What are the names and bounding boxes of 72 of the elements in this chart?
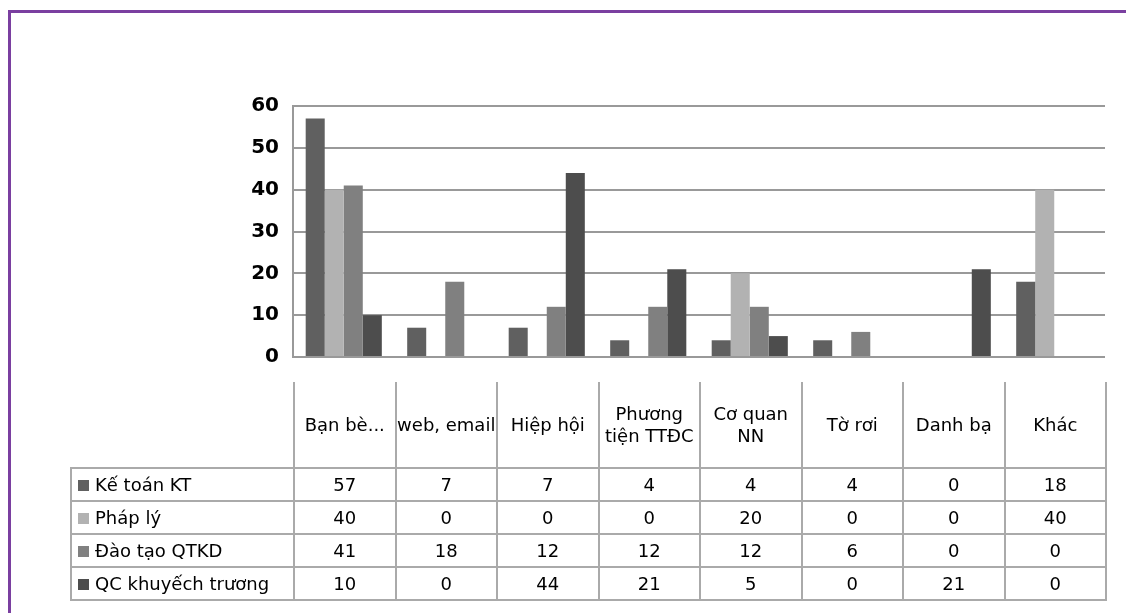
data-label: 18 [395, 534, 497, 567]
bar [565, 172, 585, 356]
legend-label: QC khuyếch trương [71, 567, 294, 600]
x-tick-label: Tờ rơi [801, 382, 903, 468]
y-tick-label: 50 [251, 134, 279, 159]
y-tick-label: 60 [251, 92, 279, 117]
data-label: 0 [801, 501, 903, 534]
data-label: 20 [700, 501, 802, 534]
data-label: 40 [1004, 501, 1106, 534]
data-label: 18 [1004, 468, 1106, 501]
data-label: 0 [395, 567, 497, 600]
data-label: 0 [497, 501, 599, 534]
data-label: 12 [497, 534, 599, 567]
bar [730, 273, 750, 356]
bar [305, 118, 325, 356]
y-tick-label: 0 [265, 343, 279, 368]
bar [749, 306, 769, 356]
x-tick-label: Bạn bè... [294, 382, 396, 468]
x-tick-label: Hiệp hội [497, 382, 599, 468]
bar [546, 306, 566, 356]
bar [343, 185, 363, 356]
data-label: 4 [700, 468, 802, 501]
x-tick-label: web, email [395, 382, 497, 468]
bar [445, 281, 465, 356]
bar [813, 340, 833, 356]
bar [648, 306, 668, 356]
x-tick-label: Phương tiện TTĐC [598, 382, 700, 468]
data-label: 4 [801, 468, 903, 501]
y-tick-label: 30 [251, 217, 279, 242]
bar [508, 327, 528, 356]
data-label: 0 [598, 501, 700, 534]
bar [1016, 281, 1036, 356]
bar [1035, 189, 1055, 356]
y-tick-label: 40 [251, 175, 279, 200]
x-tick-label: Cơ quan NN [700, 382, 802, 468]
bar [851, 331, 871, 356]
legend-label: Đào tạo QTKD [71, 534, 294, 567]
bar [768, 336, 788, 356]
data-label: 5 [700, 567, 802, 600]
data-label: 12 [700, 534, 802, 567]
legend-label: Pháp lý [71, 501, 294, 534]
data-label: 41 [294, 534, 396, 567]
data-label: 0 [801, 567, 903, 600]
data-label: 6 [801, 534, 903, 567]
data-label: 40 [294, 501, 396, 534]
legend-label: Kế toán KT [71, 468, 294, 501]
bar [711, 340, 731, 356]
bar [667, 269, 687, 356]
bar [362, 315, 382, 356]
data-label: 0 [903, 534, 1005, 567]
x-tick-label: Khác [1004, 382, 1106, 468]
bar [610, 340, 630, 356]
data-label: 0 [903, 468, 1005, 501]
data-label: 44 [497, 567, 599, 600]
x-tick-label: Danh bạ [903, 382, 1005, 468]
data-label: 57 [294, 468, 396, 501]
bar [971, 269, 991, 356]
data-label: 0 [395, 501, 497, 534]
data-label: 0 [1004, 567, 1106, 600]
data-label: 21 [598, 567, 700, 600]
data-label: 0 [903, 501, 1005, 534]
y-tick-label: 10 [251, 301, 279, 326]
data-label: 12 [598, 534, 700, 567]
data-label: 7 [497, 468, 599, 501]
data-label: 10 [294, 567, 396, 600]
bar [407, 327, 427, 356]
data-label: 21 [903, 567, 1005, 600]
bar [324, 189, 344, 356]
data-label: 4 [598, 468, 700, 501]
data-label: 7 [395, 468, 497, 501]
y-tick-label: 20 [251, 259, 279, 284]
data-label: 0 [1004, 534, 1106, 567]
